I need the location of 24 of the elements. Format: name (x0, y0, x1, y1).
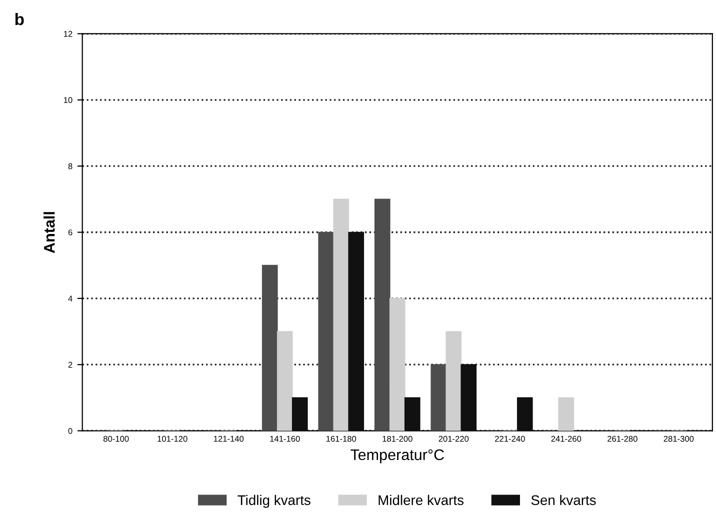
legend-label: Midlere kvarts (378, 494, 464, 506)
x-tick-label: 281-300 (664, 436, 694, 442)
x-tick-label: 221-240 (495, 436, 525, 442)
x-tick-label: 201-220 (438, 436, 469, 442)
legend-label: Sen kvarts (531, 494, 596, 506)
x-tick-label: 181-200 (382, 436, 412, 442)
x-tick-label: 261-280 (608, 436, 638, 442)
y-tick-label: 6 (68, 229, 72, 236)
x-tick-label: 101-120 (158, 436, 188, 442)
x-tick-label: 141-160 (270, 436, 300, 442)
y-axis-title: Antall (44, 212, 55, 254)
y-tick-label: 10 (64, 97, 72, 104)
x-tick-label: 80-100 (103, 436, 129, 442)
y-tick-label: 0 (68, 428, 72, 434)
legend-label: Tidlig kvarts (238, 494, 310, 508)
x-tick-label: 121-140 (214, 436, 244, 442)
text: b (15, 12, 24, 26)
y-tick-label: 12 (64, 30, 72, 37)
y-tick-label: 8 (68, 163, 72, 170)
x-tick-label: 241-260 (551, 436, 582, 442)
x-tick-label: 161-180 (326, 436, 356, 442)
y-tick-label: 2 (68, 362, 72, 368)
y-tick-label: 4 (68, 296, 72, 302)
x-axis-title: Temperatur°C (350, 449, 444, 464)
